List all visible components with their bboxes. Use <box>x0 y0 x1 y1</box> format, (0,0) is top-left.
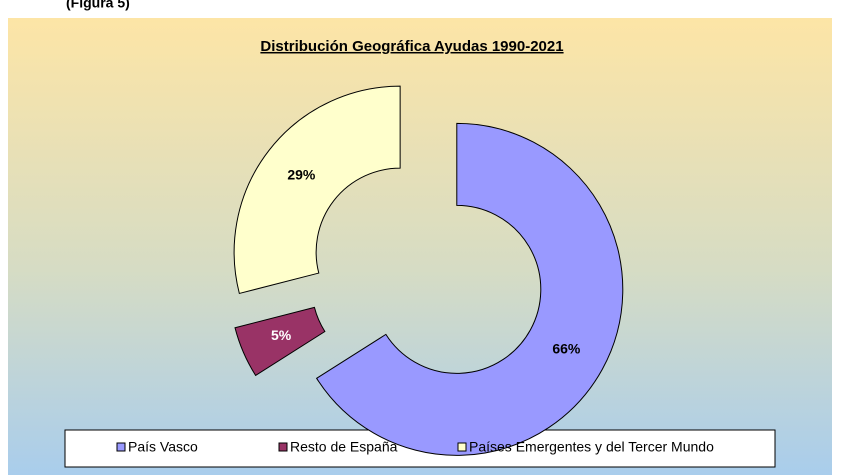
legend-label: País Vasco <box>128 439 198 455</box>
data-label: 5% <box>271 327 292 343</box>
data-label: 66% <box>552 340 581 356</box>
legend-label: Resto de España <box>290 439 398 455</box>
caption: (Figura 5) <box>66 0 130 11</box>
slice <box>233 85 401 295</box>
data-label: 29% <box>287 166 316 182</box>
legend-label: Países Emergentes y del Tercer Mundo <box>469 439 714 455</box>
chart-title: Distribución Geográfica Ayudas 1990-2021 <box>260 38 563 55</box>
legend-swatch <box>116 442 126 452</box>
slice <box>315 122 624 456</box>
legend-swatch <box>457 442 467 452</box>
slice <box>234 306 326 377</box>
legend-swatch <box>278 442 288 452</box>
